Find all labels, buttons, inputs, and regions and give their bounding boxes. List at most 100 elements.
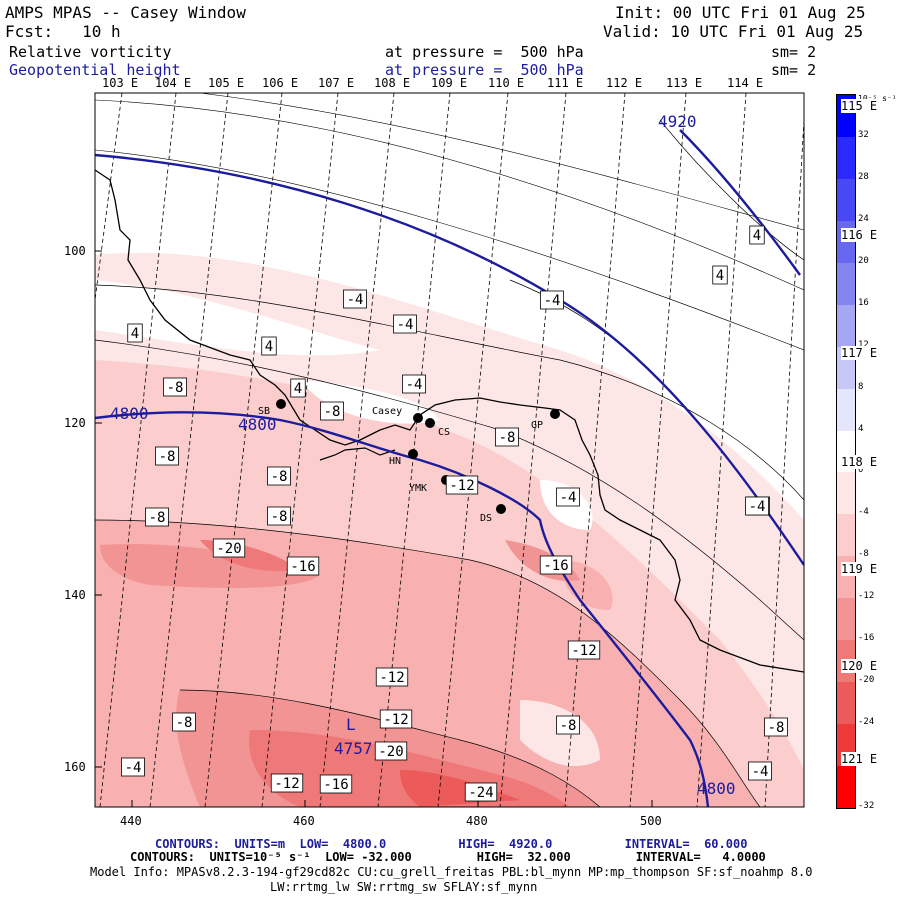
colorbar-tick-label: 8 <box>858 381 864 392</box>
vorticity-contour-label: -4 <box>556 487 580 507</box>
station-markers <box>276 399 560 514</box>
vorticity-contour-label: -16 <box>286 556 320 576</box>
svg-text:-4: -4 <box>125 760 142 776</box>
lon-label-right: 121 E <box>841 752 878 766</box>
vorticity-contour-label: -12 <box>375 667 409 687</box>
svg-text:-16: -16 <box>543 558 568 574</box>
longitude-gridlines <box>95 93 804 807</box>
svg-text:4: 4 <box>294 381 302 397</box>
svg-text:-4: -4 <box>560 490 577 506</box>
station-dot-cs <box>425 418 435 428</box>
filled-contours <box>95 93 804 807</box>
vorticity-contour-label: -4 <box>540 290 564 310</box>
vorticity-contour-label: -4 <box>402 374 426 394</box>
colorbar-segment <box>837 136 855 180</box>
vorticity-contour-label: 4 <box>261 336 277 356</box>
colorbar-segment <box>837 178 855 222</box>
vorticity-contour-label: -8 <box>764 717 788 737</box>
latitude-gridlines <box>95 93 804 351</box>
station-dot-casey <box>413 413 423 423</box>
vorticity-labels: -4 -4 -4 4 4 4 4 4 -4 -8 -8 -8 -8 -8 -8 -8 -4 -12 -4 -4 -20 -… <box>121 225 788 802</box>
vorticity-contour-label: -8 <box>495 427 519 447</box>
station-label: YMK <box>409 483 427 494</box>
colorbar-segment <box>837 304 855 348</box>
height-contour-info: CONTOURS: UNITS=m LOW= 4800.0 HIGH= 4920… <box>155 837 748 851</box>
colorbar <box>836 94 856 809</box>
vorticity-contour-label: -8 <box>145 507 169 527</box>
colorbar-tick-label: -16 <box>858 633 875 644</box>
field2-level: at pressure = 500 hPa <box>385 61 584 79</box>
vorticity-contour-label: -12 <box>270 773 304 793</box>
lon-label-right: 118 E <box>841 455 878 469</box>
vorticity-contour-label: -8 <box>163 377 187 397</box>
vorticity-contour-label: -12 <box>567 640 601 660</box>
svg-text:-4: -4 <box>347 292 364 308</box>
model-info: Model Info: MPASv8.2.3-194-gf29cd82c CU:… <box>90 865 813 879</box>
colorbar-tick-label: 32 <box>858 129 869 140</box>
lon-label-right: 119 E <box>841 562 878 576</box>
svg-text:-12: -12 <box>274 776 299 792</box>
low-letter: L <box>346 715 356 734</box>
station-dot-hn <box>408 449 418 459</box>
lon-label: 108 E <box>374 76 411 90</box>
lon-label: 104 E <box>155 76 192 90</box>
colorbar-segment <box>837 514 855 557</box>
init-time: Init: 00 UTC Fri 01 Aug 25 <box>615 3 866 22</box>
vorticity-contour-label: -16 <box>319 774 353 794</box>
colorbar-tick-label: 16 <box>858 297 869 308</box>
svg-text:4: 4 <box>716 268 724 284</box>
svg-text:-8: -8 <box>149 510 166 526</box>
svg-text:-4: -4 <box>406 377 423 393</box>
x-tick-label: 440 <box>120 814 142 828</box>
svg-text:-20: -20 <box>378 744 403 760</box>
station-label: SB <box>258 406 270 417</box>
lon-label-right: 117 E <box>841 346 878 360</box>
valid-time: Valid: 10 UTC Fri 01 Aug 25 <box>603 22 864 41</box>
svg-text:-12: -12 <box>571 643 596 659</box>
lon-label: 105 E <box>208 76 245 90</box>
colorbar-tick-label: 20 <box>858 255 869 266</box>
colorbar-tick-label: -8 <box>858 549 869 560</box>
height-label: 4800 <box>238 415 277 434</box>
vorticity-contour-label: -4 <box>343 289 367 309</box>
station-label: Casey <box>372 406 402 417</box>
model-info-2: LW:rrtmg_lw SW:rrtmg_sw SFLAY:sf_mynn <box>270 880 538 894</box>
colorbar-unit: 10⁻⁵ s⁻¹ <box>858 94 897 103</box>
svg-text:-12: -12 <box>449 478 474 494</box>
low-value: 4757 <box>334 739 373 758</box>
vorticity-contour-label: -8 <box>172 712 196 732</box>
svg-text:4: 4 <box>131 326 139 342</box>
svg-text:-8: -8 <box>768 720 785 736</box>
station-label: HN <box>389 456 401 467</box>
coastline <box>95 169 804 673</box>
vorticity-contour-label: -16 <box>539 555 573 575</box>
lon-label-right: 120 E <box>841 659 878 673</box>
colorbar-tick-label: -20 <box>858 675 875 686</box>
x-tick-label: 480 <box>466 814 488 828</box>
height-label: 4800 <box>697 779 736 798</box>
station-dot-gp <box>550 409 560 419</box>
y-tick-label: 120 <box>64 416 86 430</box>
station-dot-ds <box>496 504 506 514</box>
svg-text:-4: -4 <box>752 764 769 780</box>
svg-text:-8: -8 <box>159 449 176 465</box>
svg-text:-8: -8 <box>271 509 288 525</box>
forecast-hour: Fcst: 10 h <box>5 22 121 41</box>
vorticity-contour-label: -4 <box>393 314 417 334</box>
svg-text:-8: -8 <box>271 469 288 485</box>
vorticity-contour-label: 4 <box>749 225 765 245</box>
svg-text:4: 4 <box>753 228 761 244</box>
vorticity-contour-label: -8 <box>155 446 179 466</box>
vorticity-contour-label: -4 <box>121 757 145 777</box>
colorbar-segment <box>837 766 855 809</box>
vorticity-contour-label: -4 <box>745 496 769 516</box>
colorbar-tick-label: 4 <box>858 423 864 434</box>
height-label: 4920 <box>658 112 697 131</box>
lon-label: 112 E <box>606 76 643 90</box>
svg-text:-8: -8 <box>176 715 193 731</box>
vorticity-contour-label: -4 <box>748 761 772 781</box>
colorbar-segment <box>837 598 855 641</box>
svg-text:-8: -8 <box>499 430 516 446</box>
svg-text:-8: -8 <box>167 380 184 396</box>
